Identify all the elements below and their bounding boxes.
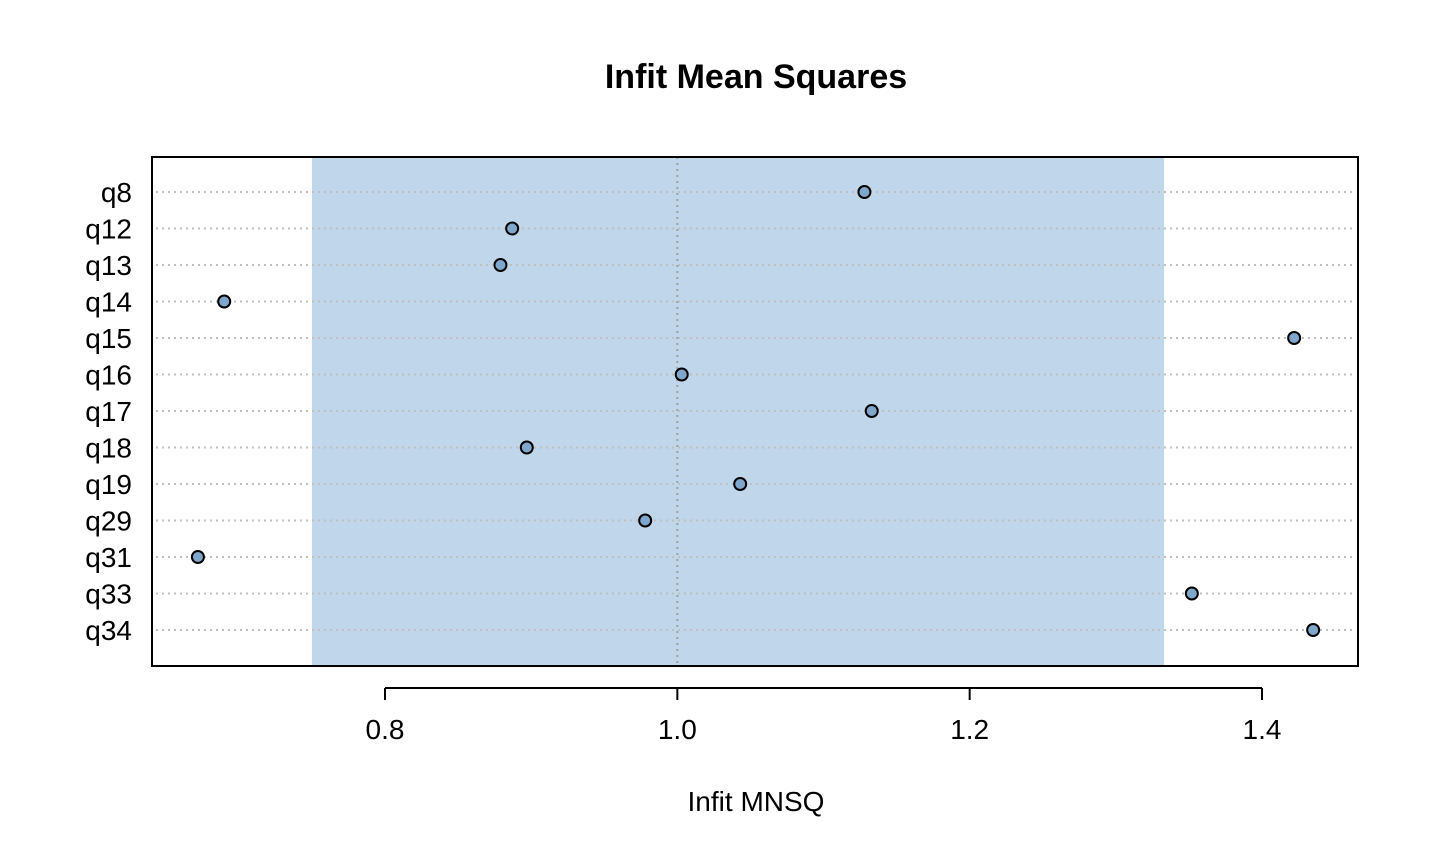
y-tick-label-q17: q17 — [85, 396, 132, 427]
point-q13 — [493, 258, 508, 272]
point-q12 — [505, 221, 520, 236]
y-tick-label-q14: q14 — [85, 287, 132, 318]
point-q8 — [857, 185, 872, 199]
y-tick-label-q15: q15 — [85, 323, 132, 354]
plot-frame — [151, 156, 1359, 667]
point-q16 — [674, 367, 689, 382]
y-tick-label-q29: q29 — [85, 506, 132, 537]
x-tick-label: 1.2 — [950, 714, 989, 745]
x-axis: 0.8 1.0 1.2 1.4 — [366, 687, 1282, 745]
point-q17 — [864, 404, 879, 418]
y-tick-label-q34: q34 — [85, 615, 132, 646]
acceptable-range-band — [311, 157, 1165, 666]
y-tick-label-q13: q13 — [85, 250, 132, 281]
y-tick-label-q19: q19 — [85, 469, 132, 500]
point-q19 — [733, 477, 748, 491]
point-q33 — [1184, 586, 1199, 601]
y-tick-label-q31: q31 — [85, 542, 132, 573]
x-axis-label: Infit MNSQ — [687, 786, 825, 817]
y-tick-label-q8: q8 — [101, 177, 132, 208]
point-q14 — [217, 294, 232, 309]
point-q34 — [1306, 623, 1321, 637]
point-q18 — [519, 440, 534, 455]
y-tick-label-q16: q16 — [85, 360, 132, 391]
y-tick-label-q33: q33 — [85, 579, 132, 610]
x-tick-label: 1.0 — [658, 714, 697, 745]
x-tick-label: 1.4 — [1243, 714, 1282, 745]
y-tick-label-q18: q18 — [85, 433, 132, 464]
point-q31 — [190, 550, 205, 564]
data-points — [190, 185, 1321, 637]
x-tick-label: 0.8 — [366, 714, 405, 745]
y-tick-label-q12: q12 — [85, 214, 132, 245]
chart-title: Infit Mean Squares — [604, 58, 908, 96]
point-q15 — [1287, 331, 1302, 345]
point-q29 — [638, 513, 653, 528]
item-gridlines — [156, 191, 1354, 631]
y-axis-labels: q8 q12 q13 q14 q15 q16 q17 q18 q19 q29 q31 q33 q34 — [85, 177, 132, 646]
